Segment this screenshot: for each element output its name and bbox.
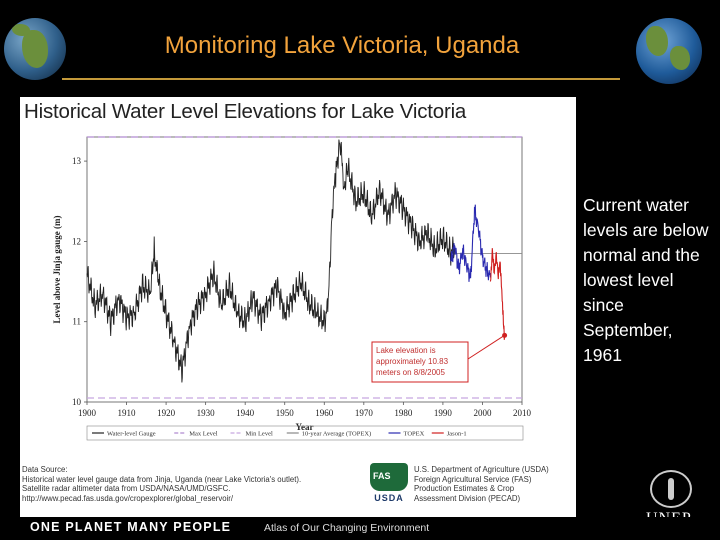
- chart-title: Historical Water Level Elevations for La…: [24, 100, 467, 123]
- x-tick-label: 1960: [315, 408, 334, 418]
- side-caption: Current water levels are below normal an…: [583, 195, 709, 365]
- legend-entry: Water-level Gauge: [107, 431, 156, 438]
- x-tick-label: 2000: [473, 408, 492, 418]
- legend-entry: Max Level: [189, 431, 218, 438]
- data-source-line: Historical water level gauge data from J…: [22, 474, 302, 484]
- earth-globe-icon: [636, 18, 702, 84]
- unep-emblem-icon: [650, 470, 692, 508]
- footer-subtitle: Atlas of Our Changing Environment: [264, 522, 430, 534]
- x-tick-label: 1900: [78, 408, 97, 418]
- legend-entry: TOPEX: [404, 431, 425, 438]
- x-axis-label: Year: [296, 422, 314, 432]
- annotation-text: meters on 8/8/2005: [376, 368, 445, 377]
- annotation-leader-line: [467, 334, 505, 360]
- agency-line: Production Estimates & Crop: [414, 484, 515, 494]
- agency-line: Assessment Division (PECAD): [414, 493, 521, 503]
- africa-globe-icon: [4, 18, 66, 80]
- y-tick-label: 13: [72, 156, 82, 166]
- x-tick-label: 1990: [434, 408, 453, 418]
- annotation-text: approximately 10.83: [376, 357, 449, 366]
- series-line-water-level-gauge: [86, 139, 455, 383]
- x-tick-label: 1910: [118, 408, 137, 418]
- x-tick-label: 1970: [355, 408, 374, 418]
- plot-frame: [86, 136, 523, 403]
- data-source-block: Data Source: Historical water level gaug…: [22, 465, 372, 503]
- legend-entry: Min Level: [246, 431, 273, 438]
- x-tick-label: 1930: [197, 408, 216, 418]
- footer-brand: ONE PLANET MANY PEOPLE: [30, 520, 232, 534]
- footer-bar: [0, 517, 720, 540]
- x-tick-label: 1920: [157, 408, 176, 418]
- legend-entry: 10-year Average (TOPEX): [302, 431, 371, 438]
- agency-credits: U.S. Department of Agriculture (USDA) Fo…: [414, 465, 574, 503]
- y-axis-label: Level above Jinja gauge (m): [52, 216, 62, 324]
- chart-panel: 1900 1910 1920 1930 1940 1950 1960 1970 1980 1990…: [20, 97, 576, 517]
- slide-title: Monitoring Lake Victoria, Uganda: [164, 32, 520, 59]
- fas-logo-text: FAS: [373, 471, 391, 481]
- annotation-text: Lake elevation is: [376, 346, 436, 355]
- data-source-url[interactable]: http://www.pecad.fas.usda.gov/cropexplor…: [22, 493, 234, 503]
- y-tick-label: 10: [72, 397, 82, 407]
- x-tick-label: 1950: [276, 408, 295, 418]
- usda-fas-logo: FAS USDA: [370, 463, 408, 511]
- legend-entry: Jason-1: [447, 431, 467, 438]
- annotation-box: [371, 341, 469, 383]
- series-line-jason-1: [489, 248, 506, 340]
- legend-frame: [86, 425, 524, 441]
- data-source-heading: Data Source:: [22, 465, 68, 474]
- fas-shield-icon: FAS: [370, 463, 408, 491]
- x-tick-label: 1940: [236, 408, 255, 418]
- usda-logo-text: USDA: [374, 493, 404, 503]
- water-level-chart: 1900 1910 1920 1930 1940 1950 1960 1970 1980 1990…: [52, 136, 532, 441]
- x-tick-label: 2010: [513, 408, 532, 418]
- series-line-topex: [450, 204, 491, 282]
- y-tick-label: 12: [72, 236, 81, 246]
- data-source-line: Satellite radar altimeter data from USDA…: [22, 484, 231, 494]
- agency-line: Foreign Agricultural Service (FAS): [414, 474, 532, 484]
- y-tick-label: 11: [72, 317, 81, 327]
- agency-line: U.S. Department of Agriculture (USDA): [414, 465, 549, 474]
- x-tick-label: 1980: [394, 408, 413, 418]
- title-divider: [62, 78, 620, 80]
